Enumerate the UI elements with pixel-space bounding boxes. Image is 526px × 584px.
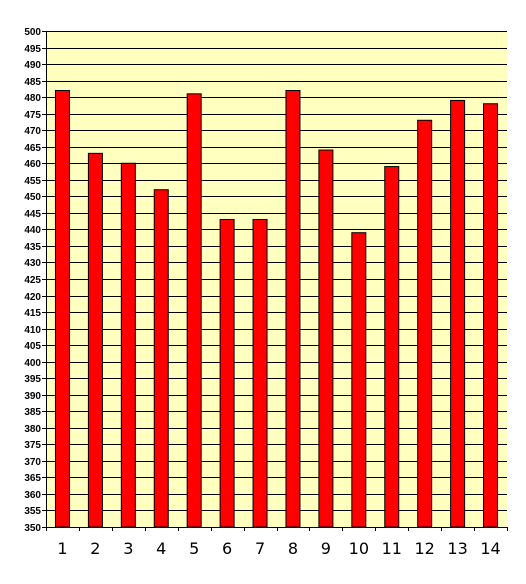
y-tick-label: 500: [24, 27, 41, 38]
bar: [120, 162, 136, 528]
x-tick-label: 7: [255, 539, 265, 558]
x-tick-label: 8: [288, 539, 298, 558]
bar: [186, 93, 202, 528]
y-tick-label: 455: [24, 176, 41, 187]
y-tick-label: 375: [24, 440, 41, 451]
x-tick-label: 13: [447, 539, 467, 558]
y-tick-label: 360: [24, 490, 41, 501]
bar: [318, 149, 334, 528]
y-tick-label: 355: [24, 506, 41, 517]
y-tick-label: 425: [24, 275, 41, 286]
bar: [417, 119, 433, 528]
y-tick-label: 365: [24, 473, 41, 484]
y-tick-label: 350: [24, 523, 41, 534]
y-tick-label: 405: [24, 341, 41, 352]
y-tick-label: 380: [24, 424, 41, 435]
x-tick-label: 3: [123, 539, 133, 558]
y-tick-label: 390: [24, 391, 41, 402]
x-tick-label: 5: [189, 539, 199, 558]
y-tick-label: 495: [24, 44, 41, 55]
bar: [87, 152, 103, 528]
y-tick-label: 460: [24, 159, 41, 170]
y-tick-label: 400: [24, 358, 41, 369]
y-tick-label: 485: [24, 77, 41, 88]
y-tick-label: 450: [24, 192, 41, 203]
y-tick-label: 395: [24, 374, 41, 385]
y-tick-label: 370: [24, 457, 41, 468]
y-tick-label: 410: [24, 325, 41, 336]
y-tick-label: 465: [24, 143, 41, 154]
y-tick-label: 435: [24, 242, 41, 253]
y-tick-label: 480: [24, 93, 41, 104]
x-tick-label: 6: [222, 539, 232, 558]
x-axis: 1 2 3 4 5 6 7 8 9 10 11 12 13 14: [46, 527, 508, 558]
bar: [384, 166, 400, 528]
x-tick-label: 10: [349, 539, 369, 558]
bar: [483, 103, 499, 528]
y-tick-label: 475: [24, 110, 41, 121]
x-tick-label: 1: [57, 539, 67, 558]
y-axis: 350 355 360 365 370 375 380 385 390 395 400 405 410 4…: [24, 27, 47, 534]
x-tick-label: 11: [382, 539, 402, 558]
bar: [450, 99, 466, 528]
y-tick-label: 385: [24, 407, 41, 418]
y-tick-label: 430: [24, 258, 41, 269]
bar: [285, 90, 301, 528]
bar: [219, 218, 235, 528]
bar: [54, 90, 70, 528]
y-tick-label: 440: [24, 225, 41, 236]
x-tick-label: 2: [90, 539, 100, 558]
y-tick-label: 415: [24, 308, 41, 319]
y-tick-label: 445: [24, 209, 41, 220]
y-tick-label: 420: [24, 292, 41, 303]
y-tick-label: 470: [24, 126, 41, 137]
bar: [351, 232, 367, 528]
x-tick-label: 12: [414, 539, 434, 558]
bar: [153, 189, 169, 528]
bar: [252, 218, 268, 528]
bars: [54, 90, 499, 528]
x-tick-label: 14: [480, 539, 500, 558]
x-tick-label: 4: [156, 539, 166, 558]
y-tick-label: 490: [24, 60, 41, 71]
x-tick-label: 9: [321, 539, 331, 558]
